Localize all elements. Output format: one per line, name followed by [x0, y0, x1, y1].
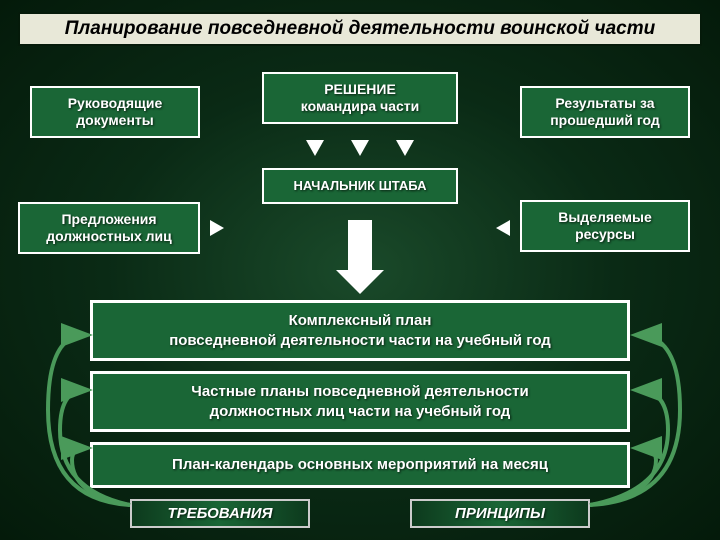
line-2: ресурсы — [575, 226, 635, 244]
box-past-year-results: Результаты за прошедший год — [520, 86, 690, 138]
box-chief-of-staff: НАЧАЛЬНИК ШТАБА — [262, 168, 458, 204]
box-allocated-resources: Выделяемые ресурсы — [520, 200, 690, 252]
box-commander-decision: РЕШЕНИЕ командира части — [262, 72, 458, 124]
box-principles: ПРИНЦИПЫ — [410, 499, 590, 528]
line-1: Комплексный план — [289, 311, 432, 331]
chief-label: НАЧАЛЬНИК ШТАБА — [293, 178, 426, 194]
box-guiding-documents: Руководящие документы — [30, 86, 200, 138]
line-1: Частные планы повседневной деятельности — [191, 382, 528, 402]
line-2: прошедший год — [550, 112, 660, 130]
line-1: План-календарь основных мероприятий на м… — [172, 455, 548, 475]
box-plan-calendar: План-календарь основных мероприятий на м… — [90, 442, 630, 488]
line-2: документы — [76, 112, 153, 130]
line-1: РЕШЕНИЕ — [324, 81, 396, 99]
title-text: Планирование повседневной деятельности в… — [65, 18, 655, 39]
principles-label: ПРИНЦИПЫ — [455, 505, 545, 522]
line-1: Руководящие — [68, 95, 163, 113]
requirements-label: ТРЕБОВАНИЯ — [168, 505, 273, 522]
arrow-down-right — [396, 140, 414, 156]
arrow-from-left-mid — [210, 220, 224, 236]
box-private-plans: Частные планы повседневной деятельности … — [90, 371, 630, 432]
box-officials-proposals: Предложения должностных лиц — [18, 202, 200, 254]
line-2: повседневной деятельности части на учебн… — [169, 331, 551, 351]
line-2: командира части — [301, 98, 420, 116]
arrow-down-center — [351, 140, 369, 156]
big-arrow-down — [348, 220, 384, 294]
line-2: должностных лиц части на учебный год — [210, 402, 511, 422]
line-1: Предложения — [61, 211, 156, 229]
box-requirements: ТРЕБОВАНИЯ — [130, 499, 310, 528]
line-1: Результаты за — [555, 95, 654, 113]
line-2: должностных лиц — [46, 228, 172, 246]
plan-stack: Комплексный план повседневной деятельнос… — [90, 300, 630, 488]
line-1: Выделяемые — [558, 209, 652, 227]
box-complex-plan: Комплексный план повседневной деятельнос… — [90, 300, 630, 361]
arrow-down-left — [306, 140, 324, 156]
title-box: Планирование повседневной деятельности в… — [18, 12, 702, 46]
arrow-from-right-mid — [496, 220, 510, 236]
